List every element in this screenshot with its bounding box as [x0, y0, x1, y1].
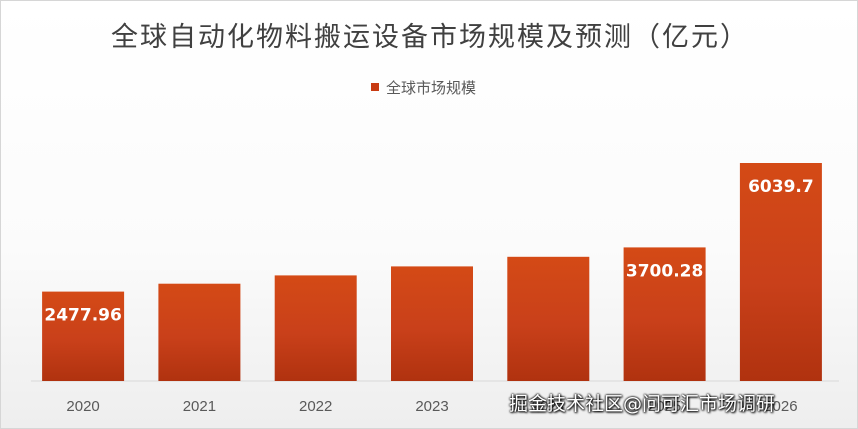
bar-2024 [507, 256, 590, 381]
bar-2020 [42, 291, 125, 381]
bar-2021 [158, 283, 241, 381]
legend-swatch [371, 83, 379, 91]
chart-legend: 全球市场规模 [371, 77, 476, 97]
chart-title: 全球自动化物料搬运设备市场规模及预测（亿元） [111, 22, 749, 53]
x-tick-label-2026: 2026 [764, 398, 797, 415]
x-tick-label-2021: 2021 [183, 398, 216, 415]
value-label-2026: 6039.7 [748, 177, 814, 197]
x-tick-label-2022: 2022 [299, 398, 332, 415]
bar-2023 [391, 266, 473, 381]
value-label-2025: 3700.28 [626, 261, 703, 281]
bar-2025 [623, 247, 706, 381]
x-tick-label-2020: 2020 [66, 398, 99, 415]
bar-2022 [274, 275, 357, 381]
x-tick-label-2025: 2025 [648, 398, 681, 415]
value-label-2020: 2477.96 [44, 306, 121, 326]
legend-label: 全球市场规模 [386, 78, 477, 97]
bar-2026 [739, 163, 822, 381]
x-tick-label-2024: 2024 [532, 398, 565, 415]
x-tick-label-2023: 2023 [415, 398, 448, 415]
watermark: 掘金技术社区@问可汇市场调研 [509, 393, 776, 415]
